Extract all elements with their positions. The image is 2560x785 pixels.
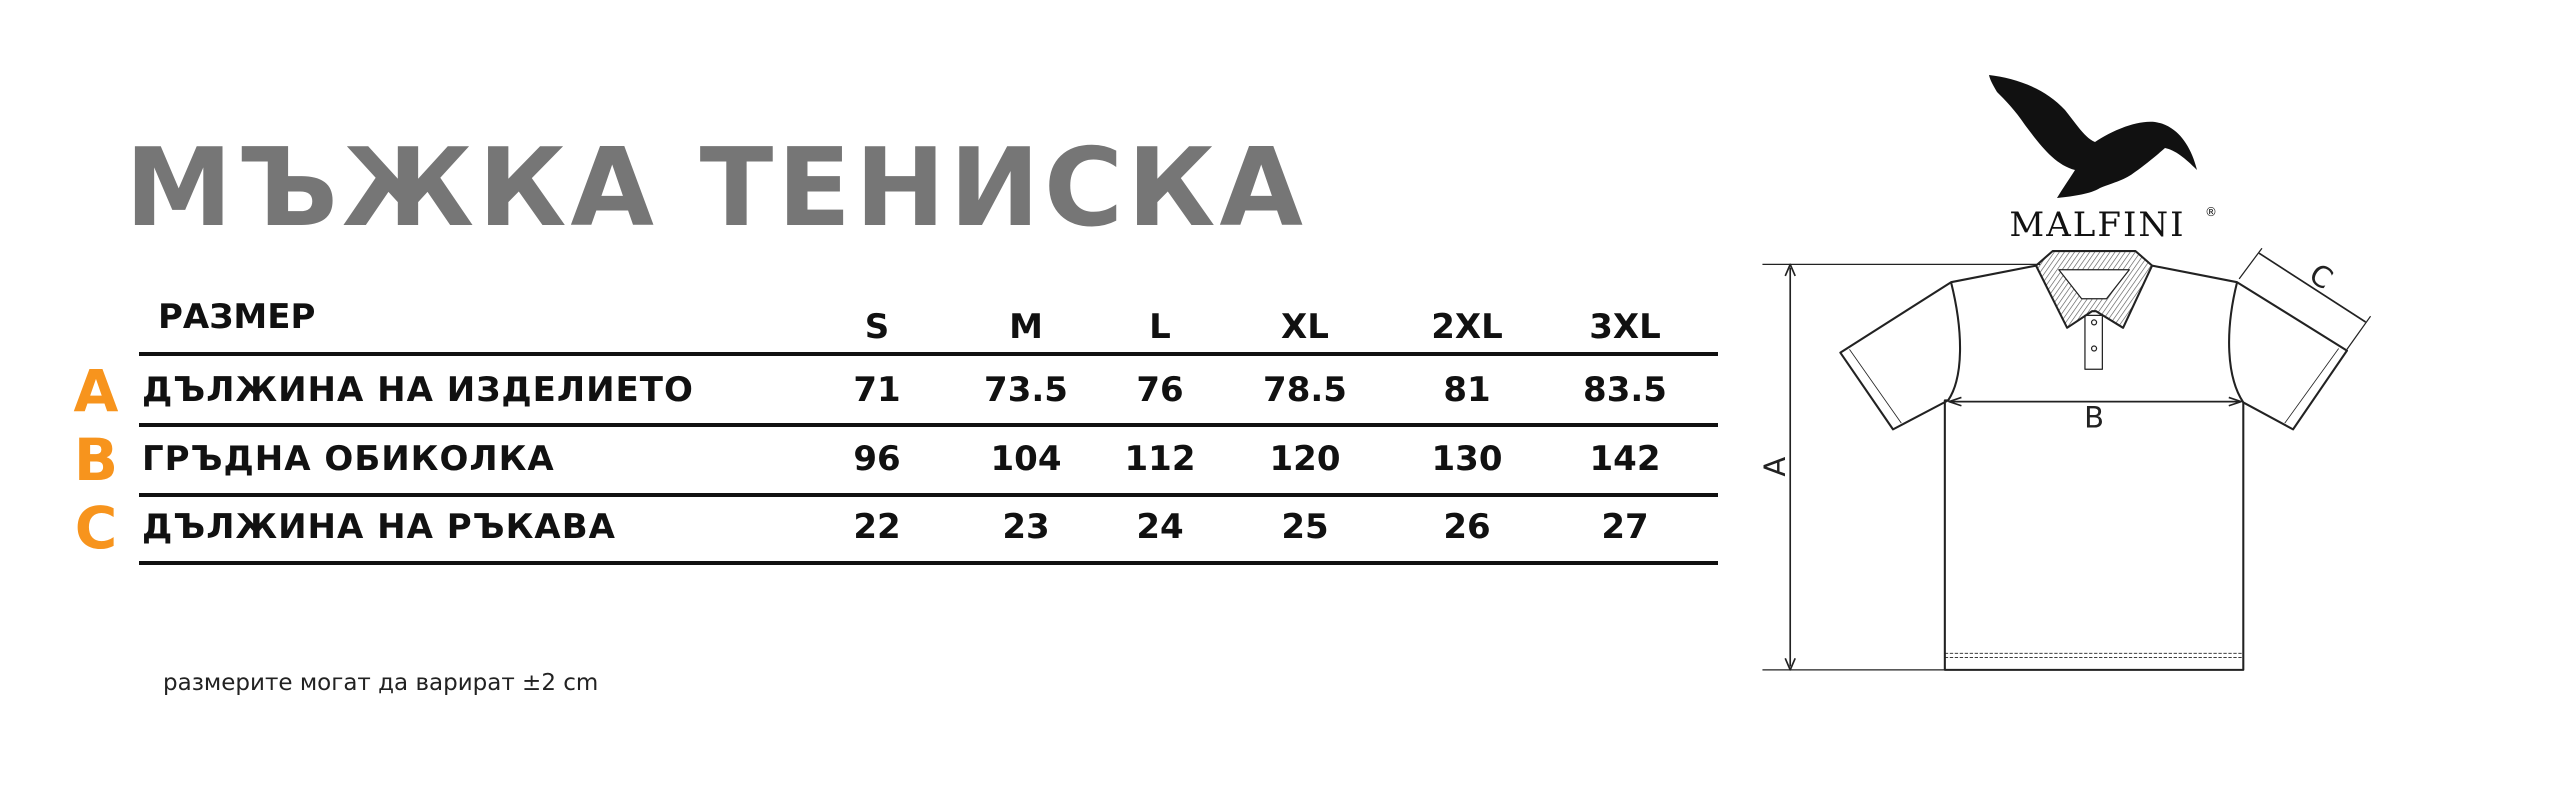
logo-text: MALFINI — [2009, 205, 2186, 245]
size-xl: XL — [1281, 307, 1329, 347]
label-b: B — [2084, 400, 2104, 434]
measure-c-arrow — [2258, 252, 2367, 323]
shirt-outline — [1839, 264, 2348, 671]
cell: 96 — [853, 439, 901, 479]
cell: 130 — [1431, 439, 1503, 479]
cell: 76 — [1136, 370, 1184, 410]
button — [2090, 345, 2098, 352]
row-label: ГРЪДНА ОБИКОЛКА — [142, 439, 555, 479]
footnote: размерите могат да варират ±2 cm — [163, 670, 599, 696]
label-c: C — [2303, 257, 2339, 297]
cell: 78.5 — [1263, 370, 1347, 410]
size-s: S — [864, 307, 890, 347]
cell: 23 — [1002, 507, 1050, 547]
cell: 26 — [1443, 507, 1491, 547]
size-3xl: 3XL — [1589, 307, 1661, 347]
label-a: A — [1758, 457, 1792, 477]
cell: 73.5 — [984, 370, 1068, 410]
cell: 81 — [1443, 370, 1491, 410]
placket — [2084, 314, 2103, 370]
cell: 83.5 — [1583, 370, 1667, 410]
divider — [139, 493, 1718, 497]
size-2xl: 2XL — [1431, 307, 1503, 347]
row-label: ДЪЛЖИНА НА РЪКАВА — [142, 507, 616, 547]
page-title: МЪЖКА ТЕНИСКА — [125, 126, 1307, 251]
row-letter: A — [73, 357, 119, 425]
divider — [139, 352, 1718, 356]
shirt-diagram: A B C — [1758, 247, 2372, 671]
size-header-label: РАЗМЕР — [158, 297, 316, 337]
registered-mark: ® — [2205, 205, 2217, 219]
cell: 104 — [990, 439, 1062, 479]
divider — [139, 561, 1718, 565]
size-l: L — [1149, 307, 1171, 347]
eagle-logo-icon — [1989, 75, 2197, 198]
cell: 142 — [1589, 439, 1661, 479]
divider — [139, 423, 1718, 427]
cell: 71 — [853, 370, 901, 410]
cell: 120 — [1269, 439, 1341, 479]
cell: 22 — [853, 507, 901, 547]
cell: 25 — [1281, 507, 1329, 547]
row-label: ДЪЛЖИНА НА ИЗДЕЛИЕТО — [142, 370, 694, 410]
row-letter: B — [73, 426, 119, 494]
row-letter: C — [74, 494, 118, 562]
cell: 27 — [1601, 507, 1649, 547]
button — [2090, 319, 2098, 326]
cell: 112 — [1124, 439, 1196, 479]
cell: 24 — [1136, 507, 1184, 547]
size-m: M — [1009, 307, 1043, 347]
